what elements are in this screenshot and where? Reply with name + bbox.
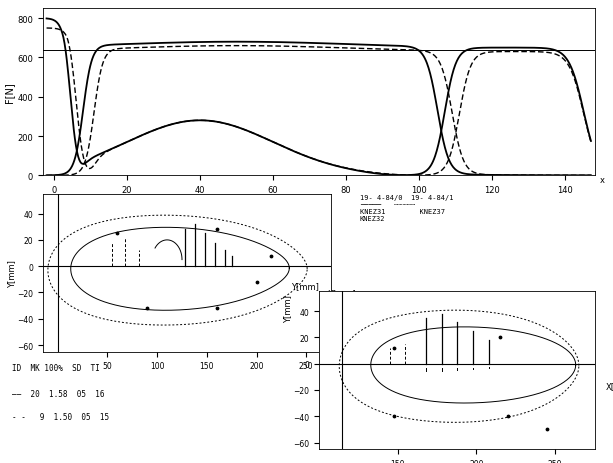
- Text: 19- 4-84/0  19- 4-84/1
─────   ┄┄┄┄┄
KNEZ31        KNEZ37
KNEZ32: 19- 4-84/0 19- 4-84/1 ───── ┄┄┄┄┄ KNEZ31…: [360, 194, 454, 221]
- Y-axis label: Y[mm]: Y[mm]: [7, 259, 16, 287]
- Text: Y[mm]: Y[mm]: [283, 295, 292, 323]
- Text: X[mm]: X[mm]: [606, 382, 613, 391]
- Text: Y[mm]: Y[mm]: [291, 281, 319, 290]
- Text: ID  MK 100%  SD  TI: ID MK 100% SD TI: [12, 363, 100, 372]
- Text: ——  20  1.58  05  16: —— 20 1.58 05 16: [12, 389, 105, 398]
- Text: - -   9  1.50  05  15: - - 9 1.50 05 15: [12, 412, 109, 421]
- Text: x: x: [600, 175, 605, 185]
- Y-axis label: F[N]: F[N]: [4, 82, 15, 103]
- X-axis label: X[mm]: X[mm]: [328, 289, 357, 298]
